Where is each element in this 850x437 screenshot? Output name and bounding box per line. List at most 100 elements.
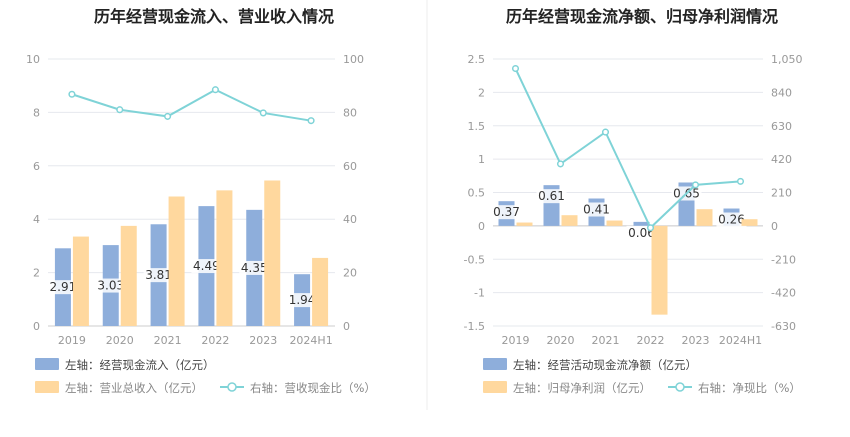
- legend-swatch-marker: [675, 382, 685, 392]
- data-label: 4.49: [193, 259, 220, 273]
- legend-label: 左轴：经营现金流入（亿元）: [65, 358, 215, 372]
- y2-tick-label: -630: [771, 320, 796, 333]
- data-label-bg: [47, 280, 78, 295]
- legend-label: 右轴：营收现金比（%）: [250, 381, 376, 395]
- x-tick-label: 2020: [547, 334, 575, 347]
- ratio-point: [259, 109, 267, 117]
- ratio-point: [736, 177, 745, 185]
- y-tick-label: -1: [474, 287, 485, 300]
- bar-secondary: [516, 222, 533, 226]
- x-tick-label: 2024H1: [289, 334, 332, 347]
- legend-swatch-secondary: [483, 381, 507, 393]
- data-label-bg: [191, 259, 222, 274]
- data-label-bg: [95, 278, 126, 293]
- x-tick-label: 2023: [682, 334, 710, 347]
- y2-tick-label: 80: [343, 106, 357, 119]
- y2-tick-label: 840: [771, 86, 792, 99]
- legend-label: 左轴：营业总收入（亿元）: [65, 381, 203, 395]
- data-label: 0.61: [538, 189, 565, 203]
- ratio-point: [68, 90, 76, 98]
- ratio-line: [71, 88, 312, 122]
- x-tick-label: 2019: [502, 334, 530, 347]
- x-tick-label: 2021: [592, 334, 620, 347]
- bar-secondary: [696, 209, 713, 226]
- y-tick-label: 10: [26, 53, 40, 66]
- y2-tick-label: 0: [343, 320, 350, 333]
- y-tick-label: 0: [33, 320, 40, 333]
- y-tick-label: 1.5: [468, 120, 486, 133]
- x-tick-label: 2023: [249, 334, 277, 347]
- data-label: 2.91: [50, 280, 77, 294]
- ratio-point: [511, 64, 520, 73]
- data-label-bg: [143, 268, 174, 283]
- data-label-bg: [716, 212, 747, 227]
- ratio-point: [646, 224, 655, 232]
- y-tick-label: -0.5: [464, 253, 485, 266]
- legend-swatch-secondary: [35, 381, 59, 393]
- legend-label: 左轴：归母净利润（亿元）: [513, 381, 651, 395]
- x-tick-label: 2019: [58, 334, 86, 347]
- legend-swatch-primary: [483, 358, 507, 370]
- y2-tick-label: -210: [771, 253, 796, 266]
- ratio-line: [514, 68, 741, 230]
- x-tick-label: 2022: [637, 334, 665, 347]
- ratio-point: [116, 106, 124, 114]
- y-tick-label: 4: [33, 213, 40, 226]
- x-tick-label: 2024H1: [719, 334, 762, 347]
- data-label: 4.35: [241, 261, 268, 275]
- data-label: 0.37: [493, 205, 520, 219]
- legend-label: 右轴：净现比（%）: [698, 381, 801, 395]
- ratio-point: [601, 128, 610, 136]
- legend-label: 左轴：经营活动现金流净额（亿元）: [513, 358, 697, 372]
- y-tick-label: 2: [478, 86, 485, 99]
- data-label: 0.41: [583, 203, 610, 217]
- y-tick-label: 1: [478, 153, 485, 166]
- y2-tick-label: 40: [343, 213, 357, 226]
- y2-tick-label: 20: [343, 267, 357, 280]
- y2-tick-label: 1,050: [771, 53, 803, 66]
- data-label: 0.26: [718, 213, 745, 227]
- ratio-point: [307, 117, 315, 125]
- bar-secondary: [72, 236, 89, 326]
- bar-secondary: [264, 180, 281, 326]
- legend-swatch-primary: [35, 358, 59, 370]
- y-tick-label: 0: [478, 220, 485, 233]
- y2-tick-label: 420: [771, 153, 792, 166]
- data-label: 3.81: [145, 268, 172, 282]
- y-tick-label: 0.5: [468, 187, 486, 200]
- y2-tick-label: 60: [343, 160, 357, 173]
- bar-secondary: [606, 220, 623, 226]
- y2-tick-label: 100: [343, 53, 364, 66]
- y-tick-label: 8: [33, 106, 40, 119]
- bar-secondary: [312, 257, 329, 326]
- bar-secondary: [561, 215, 578, 226]
- net-cash-flow-profit-chart: 历年经营现金流净额、归母净利润情况 -1.5 -1 -0.5 0 0.5 1 1.5 2 2.5…: [464, 7, 803, 395]
- data-label: 1.94: [289, 293, 316, 307]
- data-label-bg: [239, 260, 270, 275]
- legend-swatch-marker: [227, 382, 237, 392]
- ratio-point: [556, 160, 565, 168]
- y2-tick-label: 630: [771, 120, 792, 133]
- data-label-bg: [536, 189, 567, 204]
- ratio-point: [164, 112, 172, 120]
- chart-title: 历年经营现金流净额、归母净利润情况: [506, 7, 778, 26]
- y-tick-label: 6: [33, 160, 40, 173]
- x-tick-label: 2021: [154, 334, 182, 347]
- bar-secondary: [651, 225, 668, 315]
- data-label-bg: [491, 205, 522, 220]
- y2-tick-label: 210: [771, 187, 792, 200]
- x-tick-label: 2020: [106, 334, 134, 347]
- data-label-bg: [287, 293, 318, 308]
- chart-title: 历年经营现金流入、营业收入情况: [94, 7, 334, 26]
- bar-secondary: [120, 225, 137, 326]
- bar-secondary: [741, 219, 758, 226]
- x-tick-label: 2022: [201, 334, 229, 347]
- bar-secondary: [168, 196, 185, 326]
- ratio-point: [691, 181, 700, 189]
- y2-tick-label: 0: [771, 220, 778, 233]
- ratio-point: [211, 86, 219, 94]
- y-tick-label: 2: [33, 267, 40, 280]
- data-label-bg: [581, 202, 612, 217]
